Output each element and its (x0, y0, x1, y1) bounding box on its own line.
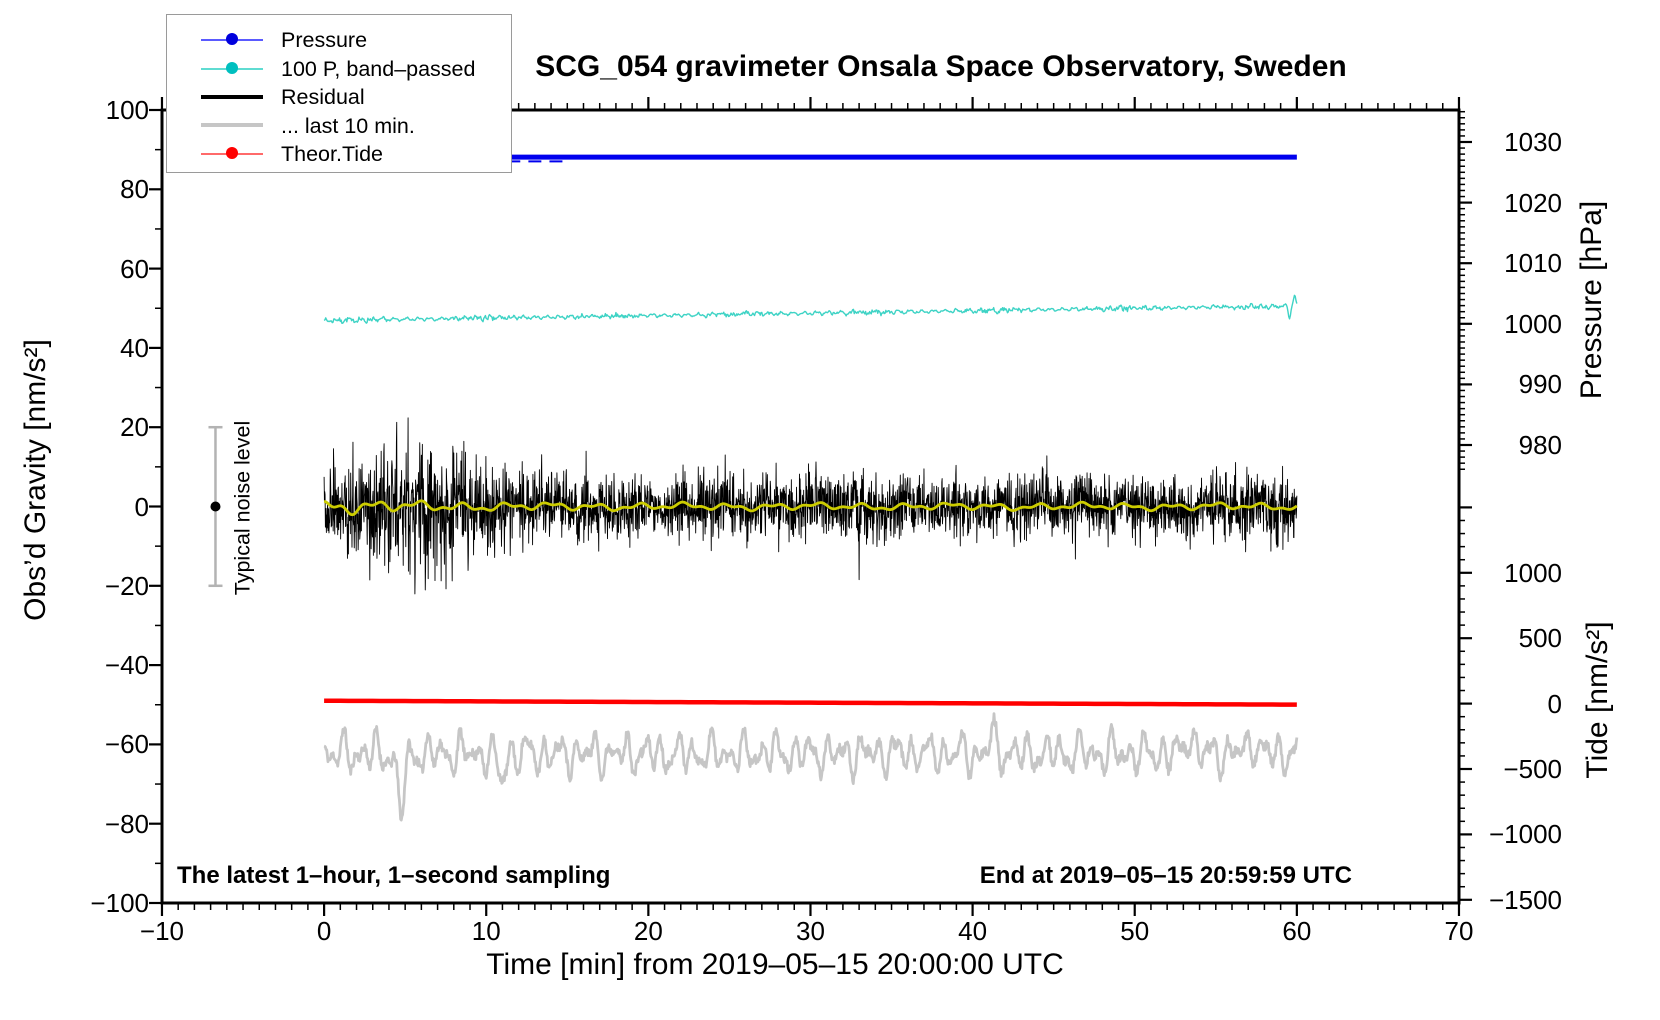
tide-tick-label: −1000 (1488, 819, 1562, 850)
y-left-tick-label: 80 (120, 174, 149, 205)
legend-dot-marker (226, 61, 238, 74)
x-tick-label: 30 (796, 916, 825, 946)
legend-item: Residual (167, 84, 511, 110)
chart-title: SCG_054 gravimeter Onsala Space Observat… (535, 50, 1347, 83)
tide-tick-label: 0 (1547, 688, 1562, 719)
legend-line-sample (201, 95, 263, 99)
series-band-passed-pressure (323, 294, 1298, 325)
legend-item-label: Theor.Tide (281, 142, 383, 166)
pressure-tick-label: 1010 (1504, 248, 1562, 279)
pressure-tick-label: 1020 (1504, 187, 1562, 218)
legend-item-label: ... last 10 min. (281, 113, 415, 138)
legend-item: 100 P, band–passed (167, 56, 511, 82)
legend-item: Theor.Tide (167, 141, 511, 167)
x-tick-label: 60 (1282, 916, 1312, 946)
tide-tick-label: −1500 (1488, 884, 1562, 915)
x-tick-label: 20 (633, 916, 663, 946)
legend-line-sample (201, 123, 263, 128)
y-left-tick-label: 20 (120, 412, 149, 443)
legend-item-label: Residual (281, 85, 365, 109)
x-axis-label: Time [min] from 2019–05–15 20:00:00 UTC (486, 948, 1064, 981)
series-theor-tide (324, 698, 1297, 707)
legend-item: ... last 10 min. (167, 113, 511, 139)
legend-item: Pressure (167, 27, 511, 53)
y-left-axis-label: Obs’d Gravity [nm/s²] (19, 339, 52, 621)
y-left-tick-label: −20 (104, 570, 149, 601)
pressure-tick-label: 990 (1518, 369, 1562, 400)
y-left-tick-label: −80 (104, 808, 149, 839)
x-tick-label: 50 (1120, 916, 1150, 946)
y-left-tick-label: 100 (105, 95, 149, 125)
series-residual (323, 417, 1298, 595)
x-tick-label: 70 (1444, 916, 1474, 946)
y-left-tick-label: −100 (90, 888, 149, 918)
x-tick-label: −10 (139, 916, 185, 946)
noise-level-label: Typical noise level (230, 420, 255, 596)
tide-tick-label: 500 (1518, 623, 1562, 654)
x-tick-label: 10 (471, 916, 501, 946)
legend-dot-marker (226, 147, 238, 159)
pressure-tick-label: 980 (1518, 430, 1562, 460)
legend-dot-marker (226, 33, 238, 45)
pressure-tick-label: 1030 (1504, 127, 1562, 157)
sampling-note: The latest 1–hour, 1–second sampling (177, 862, 611, 889)
series-residual-smoothed (323, 499, 1298, 517)
tide-tick-label: −500 (1503, 754, 1562, 784)
y-right-pressure-label: Pressure [hPa] (1575, 200, 1608, 400)
legend-item-label: Pressure (281, 28, 368, 52)
legend-box: Pressure 100 P, band–passed Residual ... la… (166, 14, 512, 173)
y-left-tick-label: −60 (104, 729, 149, 760)
y-left-tick-label: 60 (120, 253, 149, 284)
noise-level-marker (210, 501, 221, 512)
pressure-tick-label: 1000 (1504, 308, 1562, 339)
tide-tick-label: 1000 (1504, 557, 1562, 588)
y-right-tide-label: Tide [nm/s²] (1581, 621, 1614, 779)
series-last-10-min (323, 712, 1299, 822)
y-left-tick-label: 0 (134, 491, 149, 522)
y-left-tick-label: −40 (104, 650, 149, 681)
end-time-note: End at 2019–05–15 20:59:59 UTC (979, 862, 1352, 889)
legend-item-label: 100 P, band–passed (281, 56, 476, 81)
y-left-tick-label: 40 (120, 332, 149, 363)
x-tick-label: 40 (958, 916, 988, 946)
x-tick-label: 0 (316, 916, 332, 946)
